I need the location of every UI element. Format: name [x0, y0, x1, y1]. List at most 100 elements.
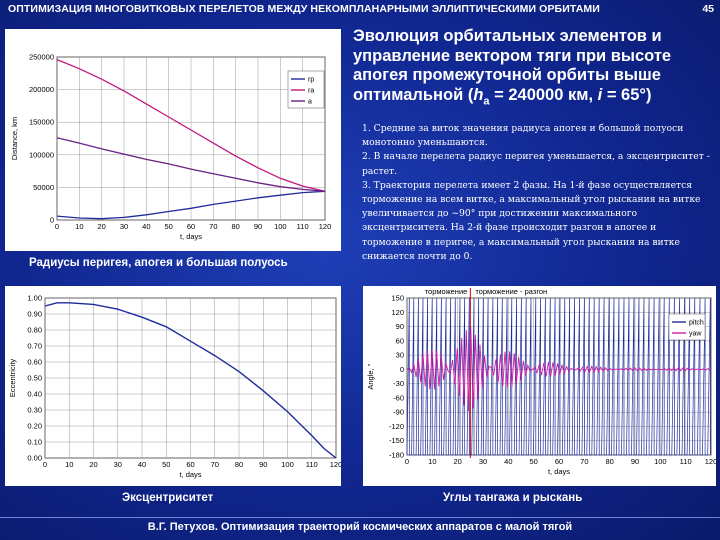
- x-tick-label: 10: [428, 457, 436, 466]
- x-tick-label: 100: [274, 222, 287, 231]
- y-axis-title: Distance, km: [10, 117, 19, 160]
- x-tick-label: 30: [479, 457, 487, 466]
- x-tick-label: 80: [235, 460, 243, 469]
- y-tick-label: 150: [391, 294, 404, 303]
- x-tick-label: 120: [705, 457, 716, 466]
- y-tick-label: 200000: [29, 85, 54, 94]
- heading-line-4-suffix: = 65°): [602, 85, 652, 104]
- x-tick-label: 100: [654, 457, 667, 466]
- footer-divider: [0, 517, 720, 518]
- heading-line-4-prefix: оптимальной (: [353, 85, 474, 104]
- x-tick-label: 10: [75, 222, 83, 231]
- radii-caption: Радиусы перигея, апогея и большая полуос…: [29, 257, 288, 269]
- x-axis-title: t, days: [180, 232, 202, 241]
- y-axis-title: Angle, °: [366, 363, 375, 389]
- y-tick-label: -30: [393, 379, 404, 388]
- heading-line-1: Эволюция орбитальных элементов и: [353, 27, 662, 45]
- heading-line-3: апогея промежуточной орбиты выше: [353, 66, 661, 84]
- y-tick-label: 50000: [33, 183, 54, 192]
- x-tick-label: 10: [65, 460, 73, 469]
- angles-caption: Углы тангажа и рыскань: [443, 492, 583, 504]
- y-tick-label: -120: [389, 422, 404, 431]
- y-tick-label: 0.40: [27, 390, 42, 399]
- x-tick-label: 90: [254, 222, 262, 231]
- y-tick-label: 250000: [29, 53, 54, 62]
- series-line-ra: [56, 58, 326, 192]
- series-line-a: [56, 137, 326, 192]
- y-tick-label: 0.70: [27, 342, 42, 351]
- eccentricity-chart: 0 10 20 30 40 50 60 70 80 90 100 110 120 0.00 0.10 0.20…: [8, 294, 341, 480]
- heading-line-2: управление вектором тяги при высоте: [353, 46, 672, 65]
- x-axis-title: t, days: [548, 467, 570, 476]
- y-tick-label: 60: [396, 336, 404, 345]
- slide-heading: Эволюция орбитальных элементов и управле…: [353, 27, 715, 111]
- i-symbol: i: [597, 85, 603, 104]
- x-tick-label: 50: [162, 460, 170, 469]
- pitch-line: [406, 297, 711, 456]
- x-tick-label: 0: [43, 460, 47, 469]
- y-tick-label: 0.00: [27, 454, 42, 463]
- eccentricity-line: [44, 302, 337, 459]
- y-tick-label: 0.50: [27, 374, 42, 383]
- y-tick-label: 0.90: [27, 310, 42, 319]
- x-tick-label: 20: [97, 222, 105, 231]
- slide-header-title: ОПТИМИЗАЦИЯ МНОГОВИТКОВЫХ ПЕРЕЛЕТОВ МЕЖД…: [8, 3, 600, 15]
- y-tick-label: -90: [393, 408, 404, 417]
- x-tick-label: 120: [330, 460, 341, 469]
- x-tick-label: 110: [306, 460, 318, 469]
- y-tick-label: 0.20: [27, 422, 42, 431]
- y-tick-label: 120: [391, 308, 404, 317]
- h-symbol: h: [473, 85, 484, 104]
- phase1-label: торможение: [425, 287, 468, 296]
- x-tick-label: 70: [209, 222, 217, 231]
- y-tick-label: 0.60: [27, 358, 42, 367]
- y-tick-label: 30: [396, 351, 404, 360]
- note-2: 2. В начале перелета радиус перигея умен…: [362, 151, 710, 177]
- h-subscript: a: [483, 94, 490, 107]
- x-tick-label: 30: [114, 460, 122, 469]
- y-tick-label: 1.00: [27, 294, 42, 303]
- notes-block: 1. Средние за виток значения радиуса апо…: [362, 122, 714, 264]
- x-tick-label: 40: [142, 222, 150, 231]
- x-tick-label: 110: [297, 222, 309, 231]
- y-tick-label: 0: [400, 365, 404, 374]
- y-tick-label: -180: [389, 451, 404, 460]
- y-tick-label: -60: [393, 393, 404, 402]
- y-tick-label: 0.30: [27, 406, 42, 415]
- x-tick-label: 20: [89, 460, 97, 469]
- legend-box: [668, 313, 706, 341]
- x-tick-label: 90: [259, 460, 267, 469]
- x-tick-label: 0: [55, 222, 59, 231]
- x-tick-label: 80: [231, 222, 239, 231]
- x-tick-label: 20: [453, 457, 461, 466]
- heading-line-4: оптимальной (ha = 240000 км, i = 65°): [353, 86, 715, 112]
- heading-line-4-mid: = 240000 км,: [489, 85, 598, 104]
- y-tick-label: -150: [389, 436, 404, 445]
- y-tick-label: 100000: [29, 150, 54, 159]
- y-tick-label: 0.10: [27, 438, 42, 447]
- yaw-line: [406, 327, 711, 412]
- x-tick-label: 110: [680, 457, 692, 466]
- y-tick-label: 90: [396, 322, 404, 331]
- note-1: 1. Средние за виток значения радиуса апо…: [362, 123, 684, 149]
- x-tick-label: 70: [580, 457, 588, 466]
- legend-label-pitch: pitch: [689, 320, 704, 327]
- x-tick-label: 30: [120, 222, 128, 231]
- note-3: 3. Траектория перелета имеет 2 фазы. На …: [362, 179, 701, 262]
- footer-text: В.Г. Петухов. Оптимизация траекторий кос…: [147, 521, 573, 533]
- x-tick-label: 90: [631, 457, 639, 466]
- angles-chart-panel: 0 10 20 30 40 50 60 70 80 90 100 110 120 150 120 90 60 30…: [363, 286, 716, 486]
- eccentricity-caption: Эксцентриситет: [122, 492, 214, 504]
- x-tick-label: 40: [504, 457, 512, 466]
- eccentricity-chart-panel: 0 10 20 30 40 50 60 70 80 90 100 110 120 0.00 0.10 0.20…: [5, 286, 341, 486]
- legend-label-a: a: [308, 99, 312, 106]
- x-tick-label: 80: [605, 457, 613, 466]
- x-tick-label: 60: [187, 222, 195, 231]
- series-line-rp: [56, 190, 326, 220]
- x-axis-title: t, days: [179, 470, 201, 479]
- x-tick-label: 100: [281, 460, 294, 469]
- x-tick-label: 120: [319, 222, 332, 231]
- x-tick-label: 40: [138, 460, 146, 469]
- radii-chart: 0 10 20 30 40 50 60 70 80 90 100 110 120 0 50000 100000…: [10, 53, 332, 242]
- y-axis-title: Eccentricity: [8, 359, 17, 398]
